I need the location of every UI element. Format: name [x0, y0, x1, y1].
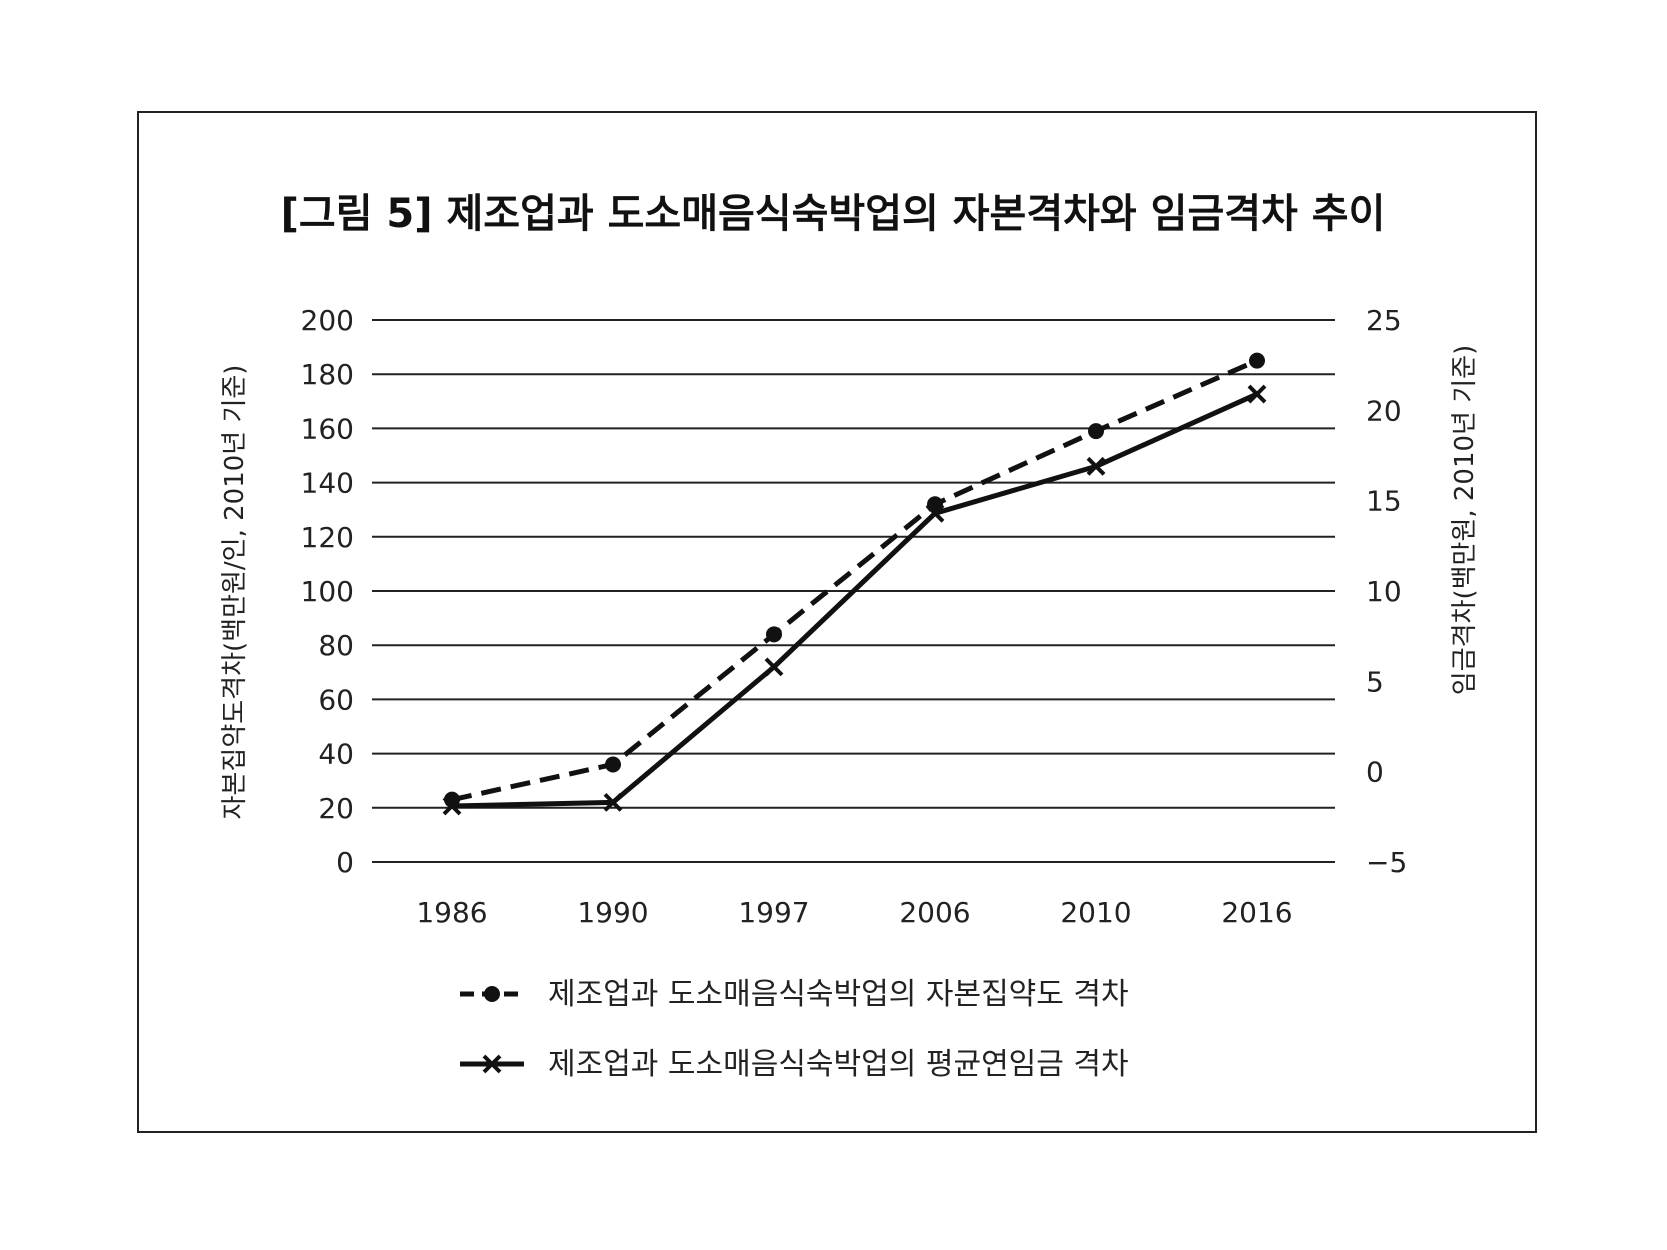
- x-tick-label: 2016: [1221, 896, 1292, 929]
- left-y-tick-label: 160: [301, 412, 354, 445]
- right-y-tick-labels: −5 0 5 10 15 20 25: [1366, 304, 1407, 879]
- right-y-tick-label: −5: [1366, 846, 1407, 879]
- x-tick-label: 1997: [738, 896, 809, 929]
- data-point-circle: [1088, 423, 1104, 440]
- legend-item-wage-gap: 제조업과 도소매음식숙박업의 평균연임금 격차: [460, 1047, 1129, 1082]
- legend-marker: [484, 986, 500, 1002]
- left-y-tick-label: 40: [318, 738, 354, 771]
- legend-marker: [482, 1054, 502, 1074]
- data-point-x: [1086, 456, 1106, 476]
- left-y-tick-label: 80: [318, 629, 354, 662]
- data-point-x: [764, 657, 784, 677]
- right-y-tick-label: 15: [1366, 485, 1402, 518]
- right-y-tick-label: 0: [1366, 756, 1384, 789]
- data-point-circle: [605, 756, 621, 773]
- left-y-tick-label: 60: [318, 683, 354, 716]
- series-line-wage-gap: [451, 391, 1259, 809]
- left-y-tick-label: 100: [301, 575, 354, 608]
- chart-title: [그림 5] 제조업과 도소매음식숙박업의 자본격차와 임금격차 추이: [281, 191, 1386, 237]
- series-line-capital-gap: [451, 358, 1259, 803]
- left-y-tick-label: 200: [301, 304, 354, 337]
- right-y-tick-label: 5: [1366, 665, 1384, 698]
- legend-swatch-solid-x: [460, 1054, 524, 1074]
- x-tick-label: 2006: [899, 896, 970, 929]
- left-y-axis-label: 자본집약도격차(백만원/인, 2010년 기준): [220, 365, 250, 820]
- left-y-tick-labels: 0 20 40 60 80 100 120 140 160 180 200: [301, 304, 354, 879]
- right-y-tick-label: 10: [1366, 575, 1402, 608]
- series-lines: [442, 352, 1267, 816]
- right-y-tick-label: 25: [1366, 304, 1402, 337]
- chart-frame: [137, 111, 1537, 1133]
- data-point-x: [925, 503, 945, 523]
- data-point-circle: [1249, 352, 1265, 369]
- x-tick-label: 1986: [416, 896, 487, 929]
- legend-label-wage-gap: 제조업과 도소매음식숙박업의 평균연임금 격차: [548, 1047, 1129, 1082]
- legend-label-capital-gap: 제조업과 도소매음식숙박업의 자본집약도 격차: [548, 977, 1129, 1012]
- data-point-circle: [766, 626, 782, 643]
- legend-item-capital-gap: 제조업과 도소매음식숙박업의 자본집약도 격차: [460, 977, 1129, 1012]
- x-tick-labels: 1986 1990 1997 2006 2010 2016: [416, 896, 1292, 929]
- legend-swatch-dashed-circle: [460, 986, 524, 1002]
- left-y-tick-label: 140: [301, 467, 354, 500]
- left-y-tick-label: 20: [318, 792, 354, 825]
- right-y-axis-label: 임금격차(백만원, 2010년 기준): [1450, 345, 1480, 695]
- left-y-tick-label: 0: [336, 846, 354, 879]
- x-tick-label: 2010: [1060, 896, 1131, 929]
- left-y-tick-label: 120: [301, 521, 354, 554]
- data-point-x: [603, 792, 623, 812]
- data-point-x: [1247, 384, 1267, 404]
- legend: 제조업과 도소매음식숙박업의 자본집약도 격차 제조업과 도소매음식숙박업의 평…: [460, 977, 1129, 1082]
- right-y-tick-label: 20: [1366, 394, 1402, 427]
- left-y-tick-label: 180: [301, 358, 354, 391]
- x-tick-label: 1990: [577, 896, 648, 929]
- data-point-x: [442, 796, 462, 816]
